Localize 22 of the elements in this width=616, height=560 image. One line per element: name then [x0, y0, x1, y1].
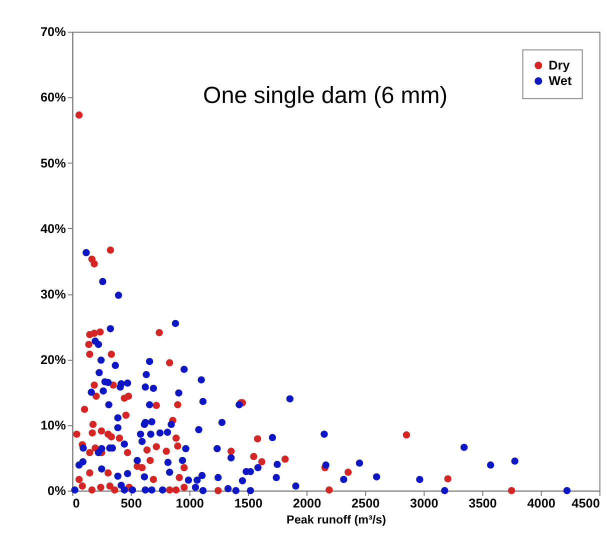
x-tick-label: 2000 [292, 496, 322, 511]
x-tick-label: 4500 [572, 496, 600, 511]
x-tick-label: 3500 [468, 496, 497, 511]
x-tick-label: 3000 [410, 496, 438, 511]
y-tick-label: 50% [40, 156, 66, 170]
y-tick-label: 30% [40, 287, 66, 302]
y-tick-label: 70% [40, 25, 66, 40]
y-tick-label: 0% [48, 484, 66, 498]
legend-label: Dry [548, 58, 570, 72]
y-tick-label: 60% [40, 90, 66, 105]
x-axis-title: Peak runoff (m³/s) [286, 513, 386, 526]
x-tick-label: 1000 [176, 496, 204, 511]
x-tick-label: 2500 [351, 496, 380, 511]
x-tick-label: 0 [72, 496, 80, 511]
y-tick-label: 40% [40, 222, 66, 236]
y-tick-label: 20% [40, 352, 66, 367]
x-tick-label: 1500 [234, 496, 263, 511]
x-tick-label: 4000 [527, 496, 556, 511]
legend-label: Wet [548, 74, 572, 88]
annotation: One single dam (6 mm) [203, 82, 448, 108]
x-tick-label: 500 [120, 496, 142, 511]
y-tick-label: 10% [40, 418, 66, 432]
